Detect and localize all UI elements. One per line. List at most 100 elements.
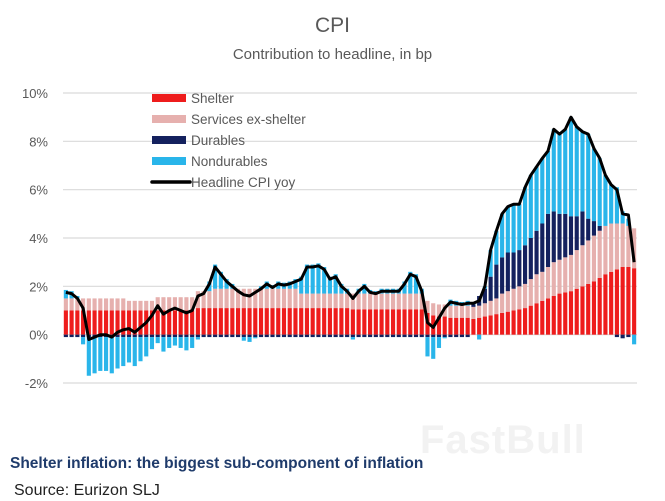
- bar-shelter: [75, 310, 80, 335]
- bar-durables: [465, 334, 470, 338]
- bar-services-ex-shelter: [144, 300, 149, 311]
- bar-services-ex-shelter: [523, 283, 528, 309]
- bar-durables: [287, 334, 292, 338]
- bar-durables: [402, 334, 407, 338]
- bar-services-ex-shelter: [402, 293, 407, 310]
- bar-shelter: [488, 315, 493, 335]
- bar-shelter: [523, 308, 528, 335]
- bar-shelter: [172, 310, 177, 335]
- bar-durables: [442, 334, 447, 338]
- bar-shelter: [551, 296, 556, 335]
- bar-durables: [201, 334, 206, 338]
- bar-services-ex-shelter: [465, 305, 470, 318]
- bar-services-ex-shelter: [494, 298, 499, 315]
- bar-services-ex-shelter: [230, 288, 235, 309]
- bar-services-ex-shelter: [63, 298, 68, 311]
- bar-services-ex-shelter: [540, 271, 545, 301]
- bar-durables: [316, 334, 321, 338]
- bar-durables: [350, 334, 355, 338]
- bar-nondurables: [580, 131, 585, 212]
- bar-services-ex-shelter: [517, 286, 522, 310]
- bar-durables: [511, 252, 516, 289]
- bar-shelter: [505, 311, 510, 335]
- bar-services-ex-shelter: [322, 293, 327, 309]
- bar-nondurables: [477, 334, 482, 340]
- bar-services-ex-shelter: [299, 293, 304, 309]
- bar-nondurables: [563, 129, 568, 214]
- bar-shelter: [448, 317, 453, 335]
- bar-durables: [356, 334, 361, 338]
- bar-shelter: [413, 309, 419, 335]
- bar-services-ex-shelter: [568, 254, 574, 292]
- bar-services-ex-shelter: [258, 288, 264, 309]
- bar-services-ex-shelter: [620, 223, 625, 267]
- bar-shelter: [333, 308, 338, 335]
- bar-services-ex-shelter: [287, 288, 292, 309]
- bar-shelter: [494, 314, 499, 335]
- bar-nondurables: [304, 264, 310, 294]
- chart-title: CPI: [314, 14, 350, 37]
- bar-services-ex-shelter: [218, 288, 223, 309]
- bar-durables: [310, 334, 315, 338]
- bar-services-ex-shelter: [75, 298, 80, 311]
- bar-durables: [454, 334, 459, 338]
- bar-services-ex-shelter: [201, 291, 206, 309]
- bar-shelter: [345, 308, 350, 335]
- bar-shelter: [563, 292, 568, 335]
- bar-durables: [264, 334, 269, 338]
- bar-shelter: [632, 268, 637, 335]
- y-tick-label: 8%: [29, 134, 48, 149]
- bar-services-ex-shelter: [551, 262, 556, 296]
- legend-swatch: [152, 115, 186, 123]
- bar-nondurables: [322, 267, 327, 294]
- bar-shelter: [517, 309, 522, 335]
- bar-services-ex-shelter: [184, 297, 189, 311]
- bar-nondurables: [597, 158, 602, 226]
- bar-shelter: [195, 308, 200, 335]
- bar-shelter: [482, 316, 487, 335]
- bar-services-ex-shelter: [253, 288, 258, 309]
- bar-durables: [523, 245, 528, 284]
- bar-services-ex-shelter: [281, 288, 287, 309]
- bar-shelter: [626, 267, 631, 335]
- bar-nondurables: [586, 134, 591, 219]
- bar-durables: [178, 334, 183, 338]
- bar-shelter: [155, 310, 160, 335]
- bar-services-ex-shelter: [350, 293, 355, 310]
- bar-durables: [293, 334, 298, 338]
- bar-nondurables: [138, 337, 143, 362]
- bar-durables: [299, 334, 304, 338]
- bar-shelter: [121, 310, 126, 335]
- bar-shelter: [540, 300, 545, 335]
- bar-services-ex-shelter: [264, 288, 269, 309]
- bar-durables: [419, 334, 424, 338]
- bar-durables: [218, 334, 223, 338]
- bar-nondurables: [178, 337, 183, 348]
- bar-shelter: [568, 291, 574, 335]
- bar-services-ex-shelter: [419, 293, 424, 310]
- bar-services-ex-shelter: [345, 293, 350, 309]
- bar-nondurables: [620, 211, 625, 224]
- bar-nondurables: [149, 337, 155, 350]
- bar-services-ex-shelter: [385, 293, 390, 310]
- bar-services-ex-shelter: [632, 228, 637, 269]
- bar-services-ex-shelter: [390, 293, 396, 310]
- bar-durables: [431, 334, 436, 338]
- bar-services-ex-shelter: [597, 230, 602, 278]
- bar-durables: [327, 334, 332, 338]
- bar-shelter: [81, 310, 86, 335]
- bar-durables: [155, 334, 160, 338]
- bar-shelter: [167, 310, 172, 335]
- bar-shelter: [442, 316, 447, 335]
- bar-nondurables: [591, 148, 597, 222]
- bar-shelter: [98, 310, 103, 335]
- bar-services-ex-shelter: [132, 300, 137, 311]
- bar-nondurables: [500, 213, 505, 258]
- bar-nondurables: [413, 274, 419, 294]
- bar-services-ex-shelter: [270, 288, 275, 309]
- bar-shelter: [390, 309, 396, 335]
- bar-nondurables: [109, 337, 114, 374]
- bar-nondurables: [632, 334, 637, 345]
- bar-services-ex-shelter: [213, 288, 218, 309]
- bar-nondurables: [568, 117, 574, 217]
